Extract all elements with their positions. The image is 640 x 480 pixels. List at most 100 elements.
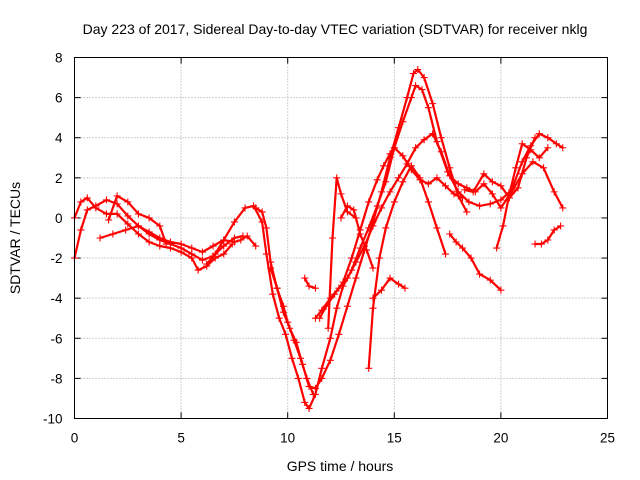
data-point (294, 374, 302, 382)
series-arc-q (493, 140, 552, 252)
plot-frame (74, 57, 608, 419)
data-point (301, 398, 309, 406)
data-point (559, 204, 567, 212)
data-point (113, 210, 121, 218)
y-tick-label: 8 (55, 51, 63, 66)
data-point (209, 242, 217, 250)
series-arc-m (365, 162, 449, 372)
data-point (529, 158, 537, 166)
data-point (414, 66, 422, 74)
data-point (365, 364, 373, 372)
y-tick-label: -10 (43, 412, 63, 427)
data-point (356, 230, 364, 238)
data-point (145, 214, 153, 222)
data-point (258, 208, 266, 216)
x-tick-label: 15 (387, 431, 402, 446)
y-tick-label: -2 (50, 251, 62, 266)
data-point (203, 260, 211, 268)
data-point (499, 222, 507, 230)
series-arc-r (531, 222, 565, 248)
data-point (375, 254, 383, 262)
data-point (403, 94, 411, 102)
series-arc-f (252, 66, 471, 392)
data-point (328, 234, 336, 242)
data-point (211, 250, 219, 258)
data-point (446, 172, 454, 180)
data-point (369, 294, 377, 302)
data-point (156, 234, 164, 242)
series-arc-k (311, 130, 567, 322)
series-line (340, 204, 375, 269)
x-tick-label: 0 (71, 431, 79, 446)
data-point (433, 174, 441, 182)
series-line (327, 176, 357, 329)
data-point (369, 264, 377, 272)
data-point (424, 104, 432, 112)
data-point (486, 200, 494, 208)
data-point (352, 274, 360, 282)
data-point (518, 140, 526, 148)
y-tick-label: -4 (50, 291, 62, 306)
data-point (333, 304, 341, 312)
data-point (324, 324, 332, 332)
y-tick-label: 0 (55, 211, 63, 226)
data-point (512, 164, 520, 172)
data-point (279, 302, 287, 310)
data-point (145, 238, 153, 246)
data-point (198, 248, 206, 256)
data-point (488, 178, 496, 186)
data-point (465, 198, 473, 206)
data-point (363, 246, 371, 254)
data-point (544, 144, 552, 152)
data-point (382, 224, 390, 232)
data-point (476, 270, 484, 278)
data-point (96, 234, 104, 242)
data-point (459, 244, 467, 252)
data-point (418, 86, 426, 94)
data-point (301, 274, 309, 282)
data-point (450, 190, 458, 198)
data-point (429, 100, 437, 108)
data-point (318, 364, 326, 372)
data-point (262, 224, 270, 232)
data-point (497, 286, 505, 294)
data-point (288, 354, 296, 362)
data-point (83, 194, 91, 202)
data-point (318, 306, 326, 314)
series-arc-l (337, 202, 377, 272)
data-point (486, 276, 494, 284)
data-point (326, 334, 334, 342)
data-point (401, 284, 409, 292)
series-arc-n (369, 274, 409, 302)
data-point (305, 404, 313, 412)
data-point (420, 136, 428, 144)
data-point (557, 222, 565, 230)
data-point (303, 374, 311, 382)
data-point (343, 274, 351, 282)
x-tick-label: 25 (600, 431, 615, 446)
x-tick-label: 10 (280, 431, 295, 446)
data-point (105, 216, 113, 224)
series-arc-p (461, 134, 539, 202)
data-point (77, 226, 85, 234)
data-point (467, 254, 475, 262)
data-point (326, 294, 334, 302)
data-point (162, 240, 170, 248)
data-point (348, 254, 356, 262)
data-point (284, 318, 292, 326)
data-point (412, 144, 420, 152)
data-point (237, 236, 245, 244)
data-point (461, 186, 469, 194)
y-tick-label: -6 (50, 331, 62, 346)
series-line (269, 267, 315, 395)
data-point (441, 182, 449, 190)
series-line (372, 277, 406, 299)
data-point (497, 182, 505, 190)
data-point (194, 266, 202, 274)
data-point (378, 286, 386, 294)
data-point (188, 254, 196, 262)
data-point (441, 250, 449, 258)
data-point (454, 180, 462, 188)
data-point (134, 222, 142, 230)
